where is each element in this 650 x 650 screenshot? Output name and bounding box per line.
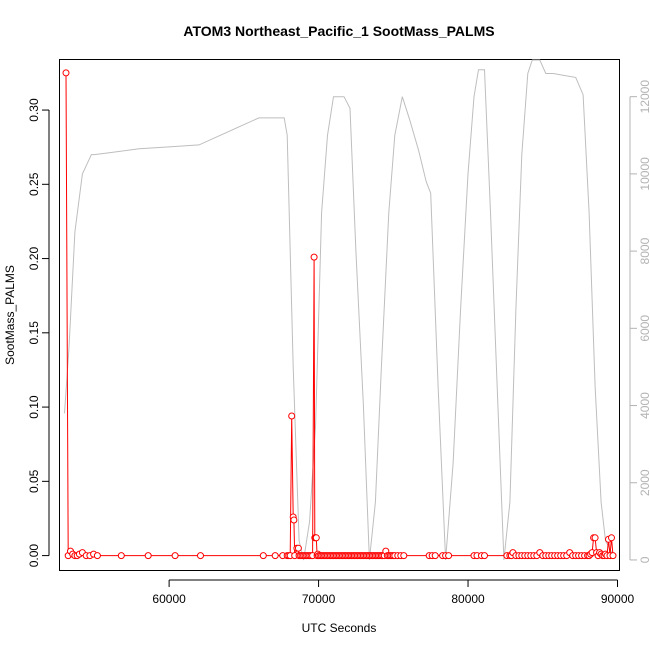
soot-point [259, 552, 267, 560]
y-tick-label-right: 2000 [638, 469, 650, 496]
y-tick-label-left: 0.30 [27, 98, 41, 122]
y-tick-label-right: 12000 [638, 80, 650, 114]
plot-area-box [59, 59, 620, 571]
altitude-line [64, 59, 615, 561]
soot-point [609, 552, 617, 560]
soot-point [431, 552, 439, 560]
x-tick-label: 70000 [302, 592, 336, 606]
soot-series-layer [62, 69, 617, 560]
y-tick-label-right: 10000 [638, 157, 650, 191]
soot-point [288, 412, 296, 420]
y-tick-label-left: 0.00 [27, 544, 41, 568]
soot-point [197, 552, 204, 560]
soot-point [144, 552, 152, 560]
y-axis-right: 0 2000 4000 6000 8000 10000 12000 [629, 80, 650, 563]
soot-point [608, 534, 615, 542]
y-tick-label-right: 8000 [638, 237, 650, 264]
y-tick-label-right: 6000 [638, 315, 650, 342]
soot-point [294, 544, 302, 552]
soot-point [171, 552, 179, 560]
x-axis-label: UTC Seconds [302, 621, 377, 635]
soot-point [271, 552, 279, 560]
y-tick-label-left: 0.15 [27, 321, 41, 345]
soot-point [445, 552, 453, 560]
y-tick-label-left: 0.05 [27, 469, 41, 493]
y-tick-label-left: 0.20 [27, 247, 41, 271]
soot-point [290, 516, 298, 524]
y-tick-label-left: 0.10 [27, 395, 41, 419]
soot-point [591, 534, 599, 542]
soot-point [312, 534, 320, 542]
chart-title: ATOM3 Northeast_Pacific_1 SootMass_PALMS [183, 23, 494, 39]
y-axis-label: SootMass_PALMS [3, 265, 17, 365]
soot-point [400, 552, 408, 560]
y-tick-label-right: 0 [638, 556, 650, 563]
soot-point [481, 552, 488, 560]
soot-point [62, 69, 70, 77]
y-tick-label-right: 4000 [638, 392, 650, 419]
soot-line [65, 72, 614, 557]
y-tick-label-left: 0.25 [27, 172, 41, 196]
x-tick-label: 90000 [601, 592, 635, 606]
x-tick-label: 60000 [152, 592, 186, 606]
soot-point [117, 552, 125, 560]
soot-point [310, 253, 318, 261]
x-tick-label: 80000 [451, 592, 485, 606]
x-axis: 60000 70000 80000 90000 [152, 579, 635, 606]
soot-point [93, 552, 101, 560]
y-axis-left: 0.00 0.05 0.10 0.15 0.20 0.25 0.30 [27, 98, 50, 568]
altitude-series-layer [64, 59, 615, 561]
